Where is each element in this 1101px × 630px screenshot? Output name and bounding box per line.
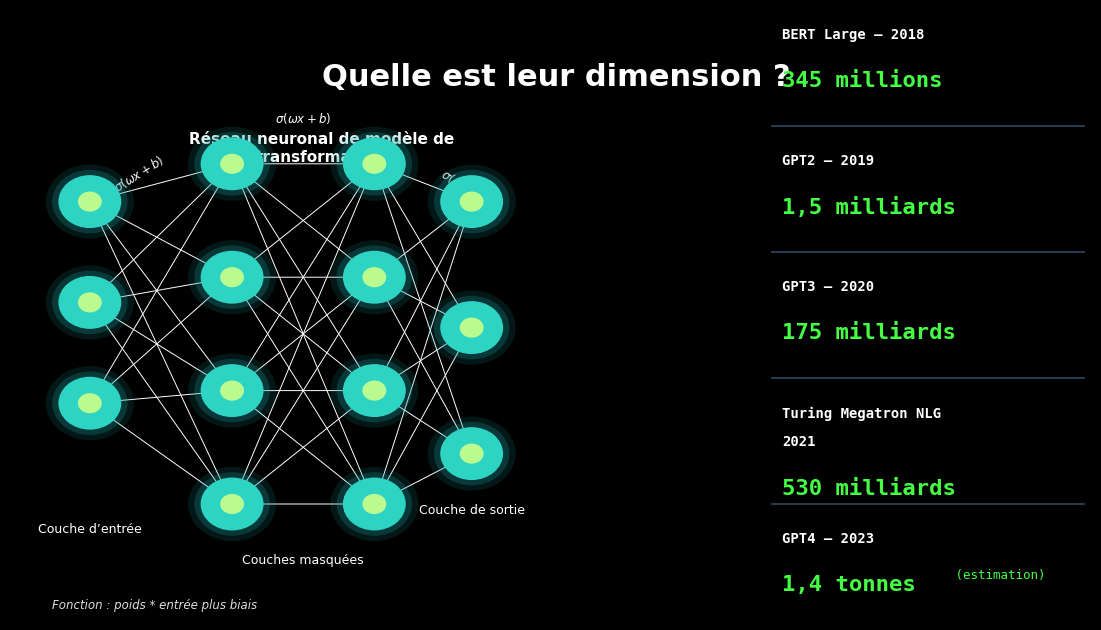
Text: $\sigma(\omega x + b)$: $\sigma(\omega x + b)$ [438,166,491,212]
Circle shape [330,240,418,314]
Circle shape [46,164,134,239]
Text: BERT Large – 2018: BERT Large – 2018 [782,28,925,42]
Text: $\sigma(\omega x + b)$: $\sigma(\omega x + b)$ [111,152,166,195]
Text: Couche de sortie: Couche de sortie [418,504,525,517]
Circle shape [342,478,406,530]
Circle shape [78,292,101,312]
Circle shape [337,359,412,422]
Circle shape [58,377,121,430]
Circle shape [58,276,121,329]
Circle shape [337,472,412,536]
Circle shape [188,240,276,314]
Circle shape [200,251,263,304]
Text: (estimation): (estimation) [948,569,1046,582]
Circle shape [188,467,276,541]
Circle shape [362,267,386,287]
Circle shape [342,137,406,190]
Text: Couches masquées: Couches masquées [242,554,364,568]
Circle shape [434,170,510,233]
Text: GPT4 – 2023: GPT4 – 2023 [782,532,874,546]
Circle shape [200,137,263,190]
Text: Couche d’entrée: Couche d’entrée [37,523,142,536]
Circle shape [195,132,270,195]
Circle shape [440,301,503,354]
Text: 175 milliards: 175 milliards [782,323,956,343]
Circle shape [52,372,128,435]
Circle shape [460,444,483,464]
Text: GPT2 – 2019: GPT2 – 2019 [782,154,874,168]
Circle shape [195,246,270,309]
Circle shape [460,318,483,338]
Circle shape [342,251,406,304]
Circle shape [427,164,515,239]
Text: GPT3 – 2020: GPT3 – 2020 [782,280,874,294]
Text: 2021: 2021 [782,435,816,449]
Circle shape [200,478,263,530]
Circle shape [52,170,128,233]
Circle shape [46,366,134,440]
Circle shape [330,127,418,201]
Circle shape [46,265,134,340]
Circle shape [78,192,101,212]
Circle shape [195,359,270,422]
Circle shape [434,296,510,359]
Circle shape [78,393,101,413]
Text: Quelle est leur dimension ?: Quelle est leur dimension ? [321,63,791,92]
Circle shape [434,422,510,485]
Circle shape [330,353,418,428]
Circle shape [200,364,263,417]
Circle shape [220,381,244,401]
Circle shape [460,192,483,212]
Text: Turing Megatron NLG: Turing Megatron NLG [782,406,941,420]
Circle shape [427,290,515,365]
Text: 530 milliards: 530 milliards [782,479,956,500]
Text: Fonction : poids * entrée plus biais: Fonction : poids * entrée plus biais [53,598,258,612]
Circle shape [330,467,418,541]
Circle shape [337,246,412,309]
Circle shape [188,353,276,428]
Circle shape [362,154,386,174]
Circle shape [342,364,406,417]
Circle shape [220,154,244,174]
Text: Réseau neuronal de modèle de
transformateur: Réseau neuronal de modèle de transformat… [189,132,455,164]
Circle shape [220,267,244,287]
Circle shape [188,127,276,201]
Circle shape [220,494,244,514]
Circle shape [337,132,412,195]
Circle shape [427,416,515,491]
Circle shape [58,175,121,228]
Circle shape [362,381,386,401]
Text: 1,4 tonnes: 1,4 tonnes [782,575,916,595]
Circle shape [195,472,270,536]
Text: 1,5 milliards: 1,5 milliards [782,197,956,218]
Circle shape [440,427,503,480]
Text: 345 millions: 345 millions [782,71,942,91]
Circle shape [52,271,128,334]
Text: $\sigma(\omega x + b)$: $\sigma(\omega x + b)$ [275,111,331,126]
Circle shape [362,494,386,514]
Circle shape [440,175,503,228]
